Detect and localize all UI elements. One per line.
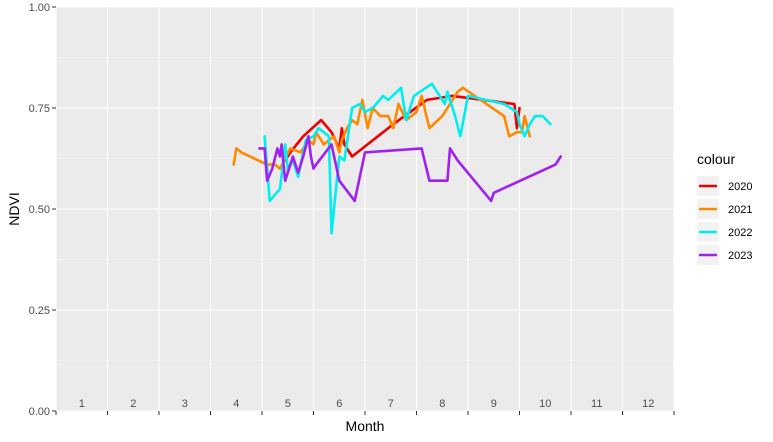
legend-title: colour	[697, 151, 735, 167]
y-tick-label: 0.50	[29, 204, 50, 216]
month-label: 11	[591, 398, 602, 410]
y-tick-label: 0.75	[29, 103, 50, 115]
month-label: 4	[233, 398, 239, 410]
month-label: 5	[285, 398, 291, 410]
y-tick-label: 0.25	[29, 305, 50, 317]
month-label: 9	[491, 398, 497, 410]
month-label: 6	[336, 398, 342, 410]
y-axis: 0.00 0.25 0.50 0.75 1.00	[29, 2, 56, 418]
month-label: 7	[388, 398, 394, 410]
month-label: 10	[539, 398, 551, 410]
legend: colour 2020 2021 2022 2023	[697, 151, 752, 265]
month-label: 3	[182, 398, 188, 410]
y-tick-label: 1.00	[29, 2, 50, 14]
month-label: 1	[79, 398, 85, 410]
month-label: 2	[130, 398, 136, 410]
month-label: 8	[439, 398, 445, 410]
series-line-2023	[258, 135, 563, 203]
series-lines	[232, 82, 563, 235]
legend-label-2020: 2020	[728, 181, 752, 193]
x-axis	[55, 411, 675, 415]
legend-label-2023: 2023	[728, 250, 752, 262]
x-axis-title: Month	[346, 418, 385, 434]
series-line-2021	[232, 86, 532, 170]
legend-label-2021: 2021	[728, 204, 752, 216]
month-label: 12	[642, 398, 654, 410]
month-labels: 1 2 3 4 5 6 7 8 9 10 11 12	[79, 398, 655, 410]
legend-label-2022: 2022	[728, 227, 752, 239]
y-tick-label: 0.00	[29, 406, 50, 418]
y-axis-title: NDVI	[6, 192, 22, 225]
